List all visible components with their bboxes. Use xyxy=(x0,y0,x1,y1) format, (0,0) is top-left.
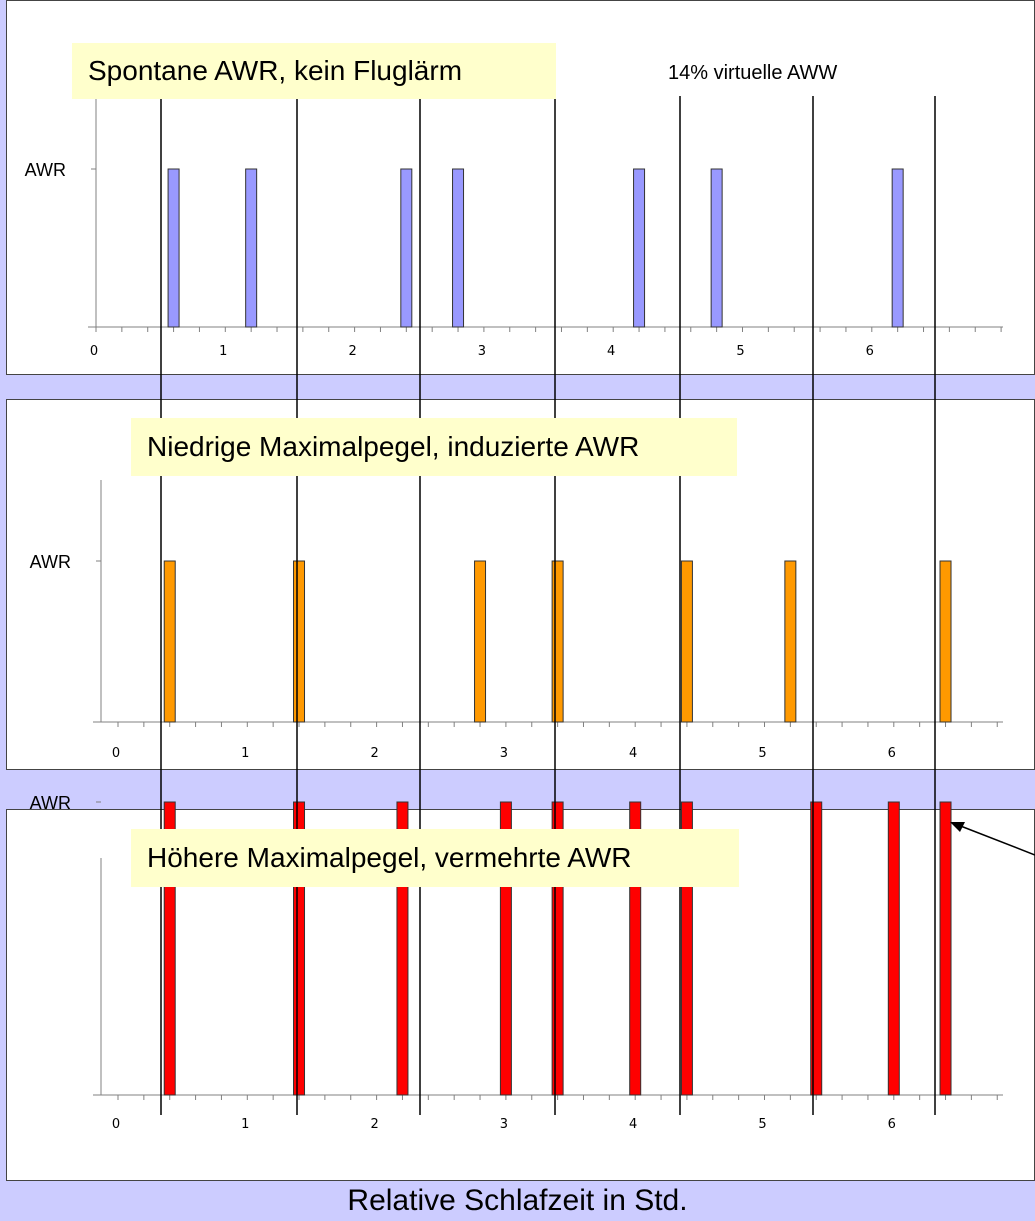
x-tick-label-3: 3 xyxy=(500,746,508,761)
x-tick-label-2: 2 xyxy=(348,344,356,359)
y-axis-label-awr: AWR xyxy=(30,793,71,813)
awr-bar xyxy=(245,168,258,328)
awr-bar xyxy=(680,560,693,723)
awr-bar xyxy=(293,560,306,723)
x-tick-label-0: 0 xyxy=(90,344,98,359)
awr-bar xyxy=(452,168,465,328)
x-tick-label-1: 1 xyxy=(241,1117,249,1132)
awr-bar xyxy=(887,801,900,1096)
awr-bar xyxy=(633,168,646,328)
x-tick-label-3: 3 xyxy=(500,1117,508,1132)
awr-bar xyxy=(891,168,904,328)
y-axis-label-awr: AWR xyxy=(30,552,71,572)
awr-bar xyxy=(499,801,512,1096)
x-tick-label-5: 5 xyxy=(736,344,744,359)
awr-bar xyxy=(163,560,176,723)
x-tick-label-0: 0 xyxy=(112,1117,120,1132)
x-tick-label-4: 4 xyxy=(629,1117,637,1132)
awr-bar xyxy=(293,801,306,1096)
annotation-arrow-head xyxy=(950,822,965,832)
awr-bar xyxy=(474,560,487,723)
x-axis-footer-label: Relative Schlafzeit in Std. xyxy=(347,1184,688,1217)
x-tick-label-6: 6 xyxy=(888,1117,896,1132)
x-tick-label-2: 2 xyxy=(370,746,378,761)
x-tick-label-6: 6 xyxy=(866,344,874,359)
awr-bar xyxy=(400,168,413,328)
awr-bar xyxy=(551,560,564,723)
awr-bar xyxy=(396,801,409,1096)
awr-bar xyxy=(551,801,564,1096)
awr-bar xyxy=(784,560,797,723)
chart-title-low-levels: Niedrige Maximalpegel, induzierte AWR xyxy=(131,418,737,476)
awr-bar xyxy=(710,168,723,328)
x-tick-label-0: 0 xyxy=(112,746,120,761)
virtual-aww-annotation: 14% virtuelle AWW xyxy=(668,62,838,84)
awr-bar xyxy=(939,560,952,723)
awr-bar xyxy=(810,801,823,1096)
awr-bar xyxy=(167,168,180,328)
chart-title-high-levels: Höhere Maximalpegel, vermehrte AWR xyxy=(131,829,739,887)
chart-title-spontaneous: Spontane AWR, kein Fluglärm xyxy=(72,43,556,99)
x-tick-label-2: 2 xyxy=(370,1117,378,1132)
annotation-arrow-line xyxy=(957,824,1035,856)
x-tick-label-6: 6 xyxy=(888,746,896,761)
x-tick-label-3: 3 xyxy=(478,344,486,359)
x-tick-label-5: 5 xyxy=(758,746,766,761)
awr-bar xyxy=(163,801,176,1096)
x-tick-label-1: 1 xyxy=(219,344,227,359)
x-tick-label-4: 4 xyxy=(629,746,637,761)
x-tick-label-1: 1 xyxy=(241,746,249,761)
x-tick-label-5: 5 xyxy=(758,1117,766,1132)
awr-bar xyxy=(680,801,693,1096)
x-tick-label-4: 4 xyxy=(607,344,615,359)
awr-bar xyxy=(939,801,952,1096)
y-axis-label-awr: AWR xyxy=(25,160,66,180)
awr-bar xyxy=(629,801,642,1096)
